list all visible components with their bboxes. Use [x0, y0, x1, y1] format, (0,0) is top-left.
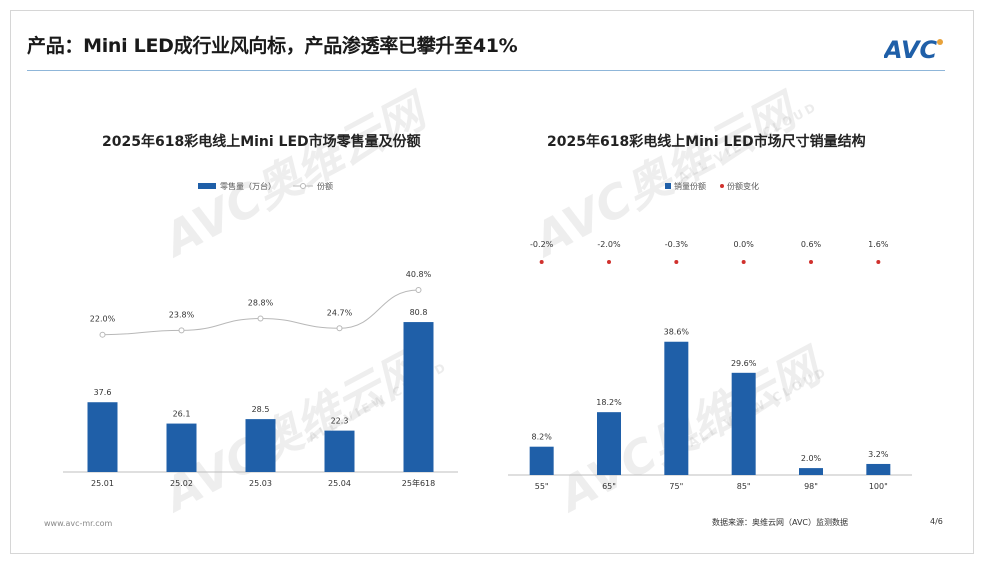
x-tick-label: 25.01 [91, 479, 114, 488]
x-tick-label: 75" [669, 482, 683, 491]
x-tick-label: 25.04 [328, 479, 351, 488]
bar-label-size-share: 18.2% [596, 398, 622, 407]
legend-label-change: 份额变化 [727, 181, 759, 191]
legend-marker-share [300, 183, 306, 189]
share-label: 23.8% [169, 310, 195, 319]
share-label: 28.8% [248, 299, 274, 308]
share-line [102, 289, 419, 336]
share-change-label: -0.2% [530, 240, 554, 249]
bar-size-share [731, 372, 756, 475]
page-title: 产品：Mini LED成行业风向标，产品渗透率已攀升至41% [27, 35, 518, 57]
share-point [178, 327, 185, 334]
share-change-label: 1.6% [868, 240, 889, 249]
title-rule [27, 70, 945, 71]
bar-size-share [529, 446, 554, 475]
share-point [336, 325, 343, 332]
chart-title-right: 2025年618彩电线上Mini LED市场尺寸销量结构 [547, 134, 866, 150]
x-tick-label: 25.03 [249, 479, 272, 488]
share-change-point [876, 260, 881, 264]
share-change-label: -0.3% [665, 240, 689, 249]
share-change-label: 0.0% [734, 240, 755, 249]
bar-volume [324, 430, 355, 472]
bar-volume [403, 322, 434, 472]
legend-label-volume: 零售量（万台） [220, 181, 276, 191]
bar-label-volume: 28.5 [252, 405, 270, 414]
legend-label-size-share: 销量份额 [674, 181, 706, 191]
legend-label-share: 份额 [317, 181, 333, 191]
share-point [99, 331, 106, 338]
chart-title-left: 2025年618彩电线上Mini LED市场零售量及份额 [102, 134, 421, 150]
bar-label-volume: 22.3 [331, 417, 349, 426]
bar-size-share [799, 468, 823, 475]
share-change-point [607, 260, 611, 264]
svg-text:AVC: AVC [884, 36, 938, 62]
legend-marker-change [720, 184, 724, 188]
bar-label-size-share: 38.6% [664, 328, 690, 337]
bar-size-share [866, 463, 891, 475]
x-tick-label: 65" [602, 482, 616, 491]
share-change-label: 0.6% [801, 240, 822, 249]
x-tick-label: 55" [535, 482, 549, 491]
share-label: 22.0% [90, 315, 116, 324]
avc-logo: AVC [884, 36, 943, 62]
share-label: 40.8% [406, 270, 432, 279]
bar-label-volume: 26.1 [173, 410, 191, 419]
bar-label-size-share: 2.0% [801, 454, 822, 463]
bar-label-size-share: 3.2% [868, 450, 889, 459]
bar-volume [245, 419, 276, 472]
share-change-point [674, 260, 679, 264]
x-tick-label: 25.02 [170, 479, 193, 488]
page-number: 4/6 [930, 517, 943, 526]
share-point [257, 315, 264, 322]
legend-swatch-size-share [665, 183, 671, 189]
bar-size-share [597, 412, 621, 475]
share-change-point [741, 260, 746, 264]
x-tick-label: 85" [737, 482, 751, 491]
footer-source: 数据来源：奥维云网（AVC）监测数据 [712, 518, 849, 527]
share-change-point [539, 260, 544, 264]
x-tick-label: 25年618 [402, 478, 435, 488]
bar-volume [166, 423, 197, 472]
legend-swatch-volume [198, 183, 216, 189]
share-point [415, 286, 422, 293]
share-change-label: -2.0% [597, 240, 621, 249]
share-label: 24.7% [327, 308, 353, 317]
share-change-point [809, 260, 813, 264]
bar-label-size-share: 8.2% [532, 433, 553, 442]
bar-volume [87, 402, 118, 472]
bar-label-size-share: 29.6% [731, 359, 757, 368]
footer-website[interactable]: www.avc-mr.com [44, 519, 113, 528]
x-tick-label: 100" [869, 482, 888, 491]
x-tick-label: 98" [804, 482, 818, 491]
bar-label-volume: 37.6 [94, 388, 112, 397]
bar-label-volume: 80.8 [410, 308, 428, 317]
bar-size-share [664, 341, 689, 475]
